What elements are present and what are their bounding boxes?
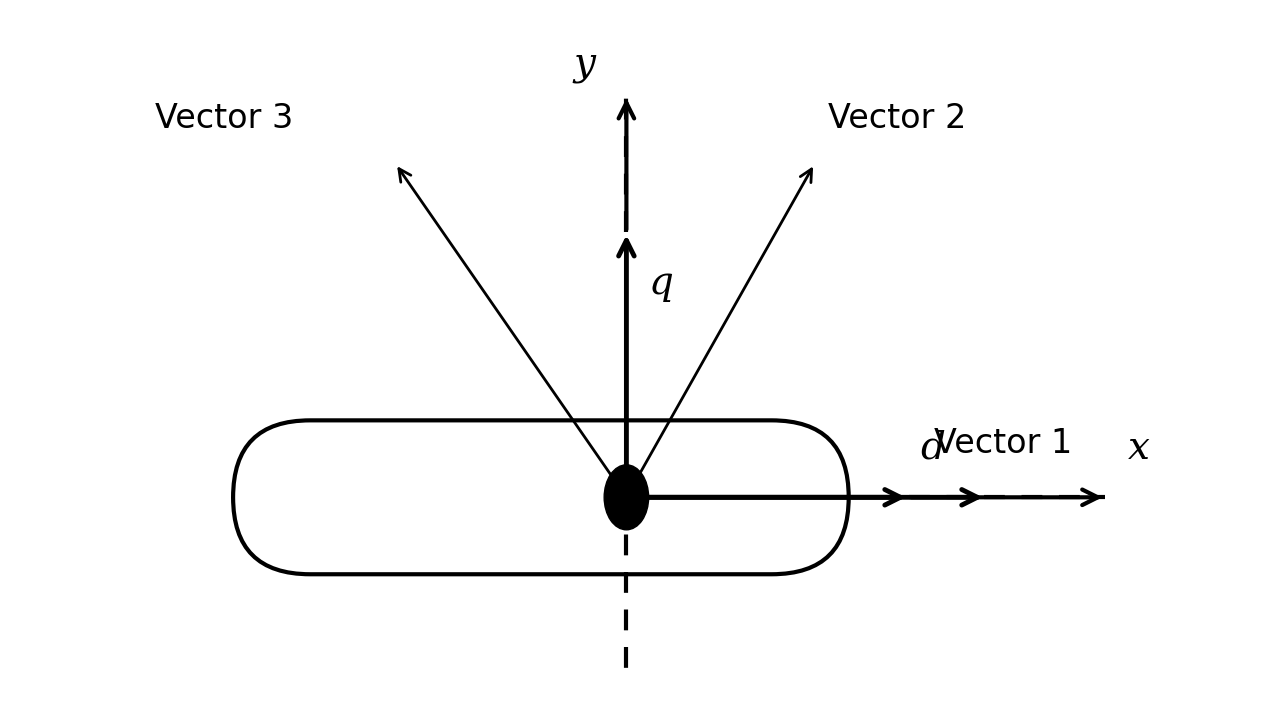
Ellipse shape	[604, 465, 649, 530]
Text: Vector 3: Vector 3	[154, 102, 293, 135]
Text: Vector 2: Vector 2	[829, 102, 967, 135]
Text: q: q	[649, 265, 673, 302]
Text: Vector 1: Vector 1	[934, 427, 1072, 460]
Text: d: d	[920, 430, 946, 466]
Text: x: x	[1127, 430, 1149, 466]
FancyBboxPatch shape	[233, 420, 848, 574]
Text: y: y	[574, 46, 596, 84]
